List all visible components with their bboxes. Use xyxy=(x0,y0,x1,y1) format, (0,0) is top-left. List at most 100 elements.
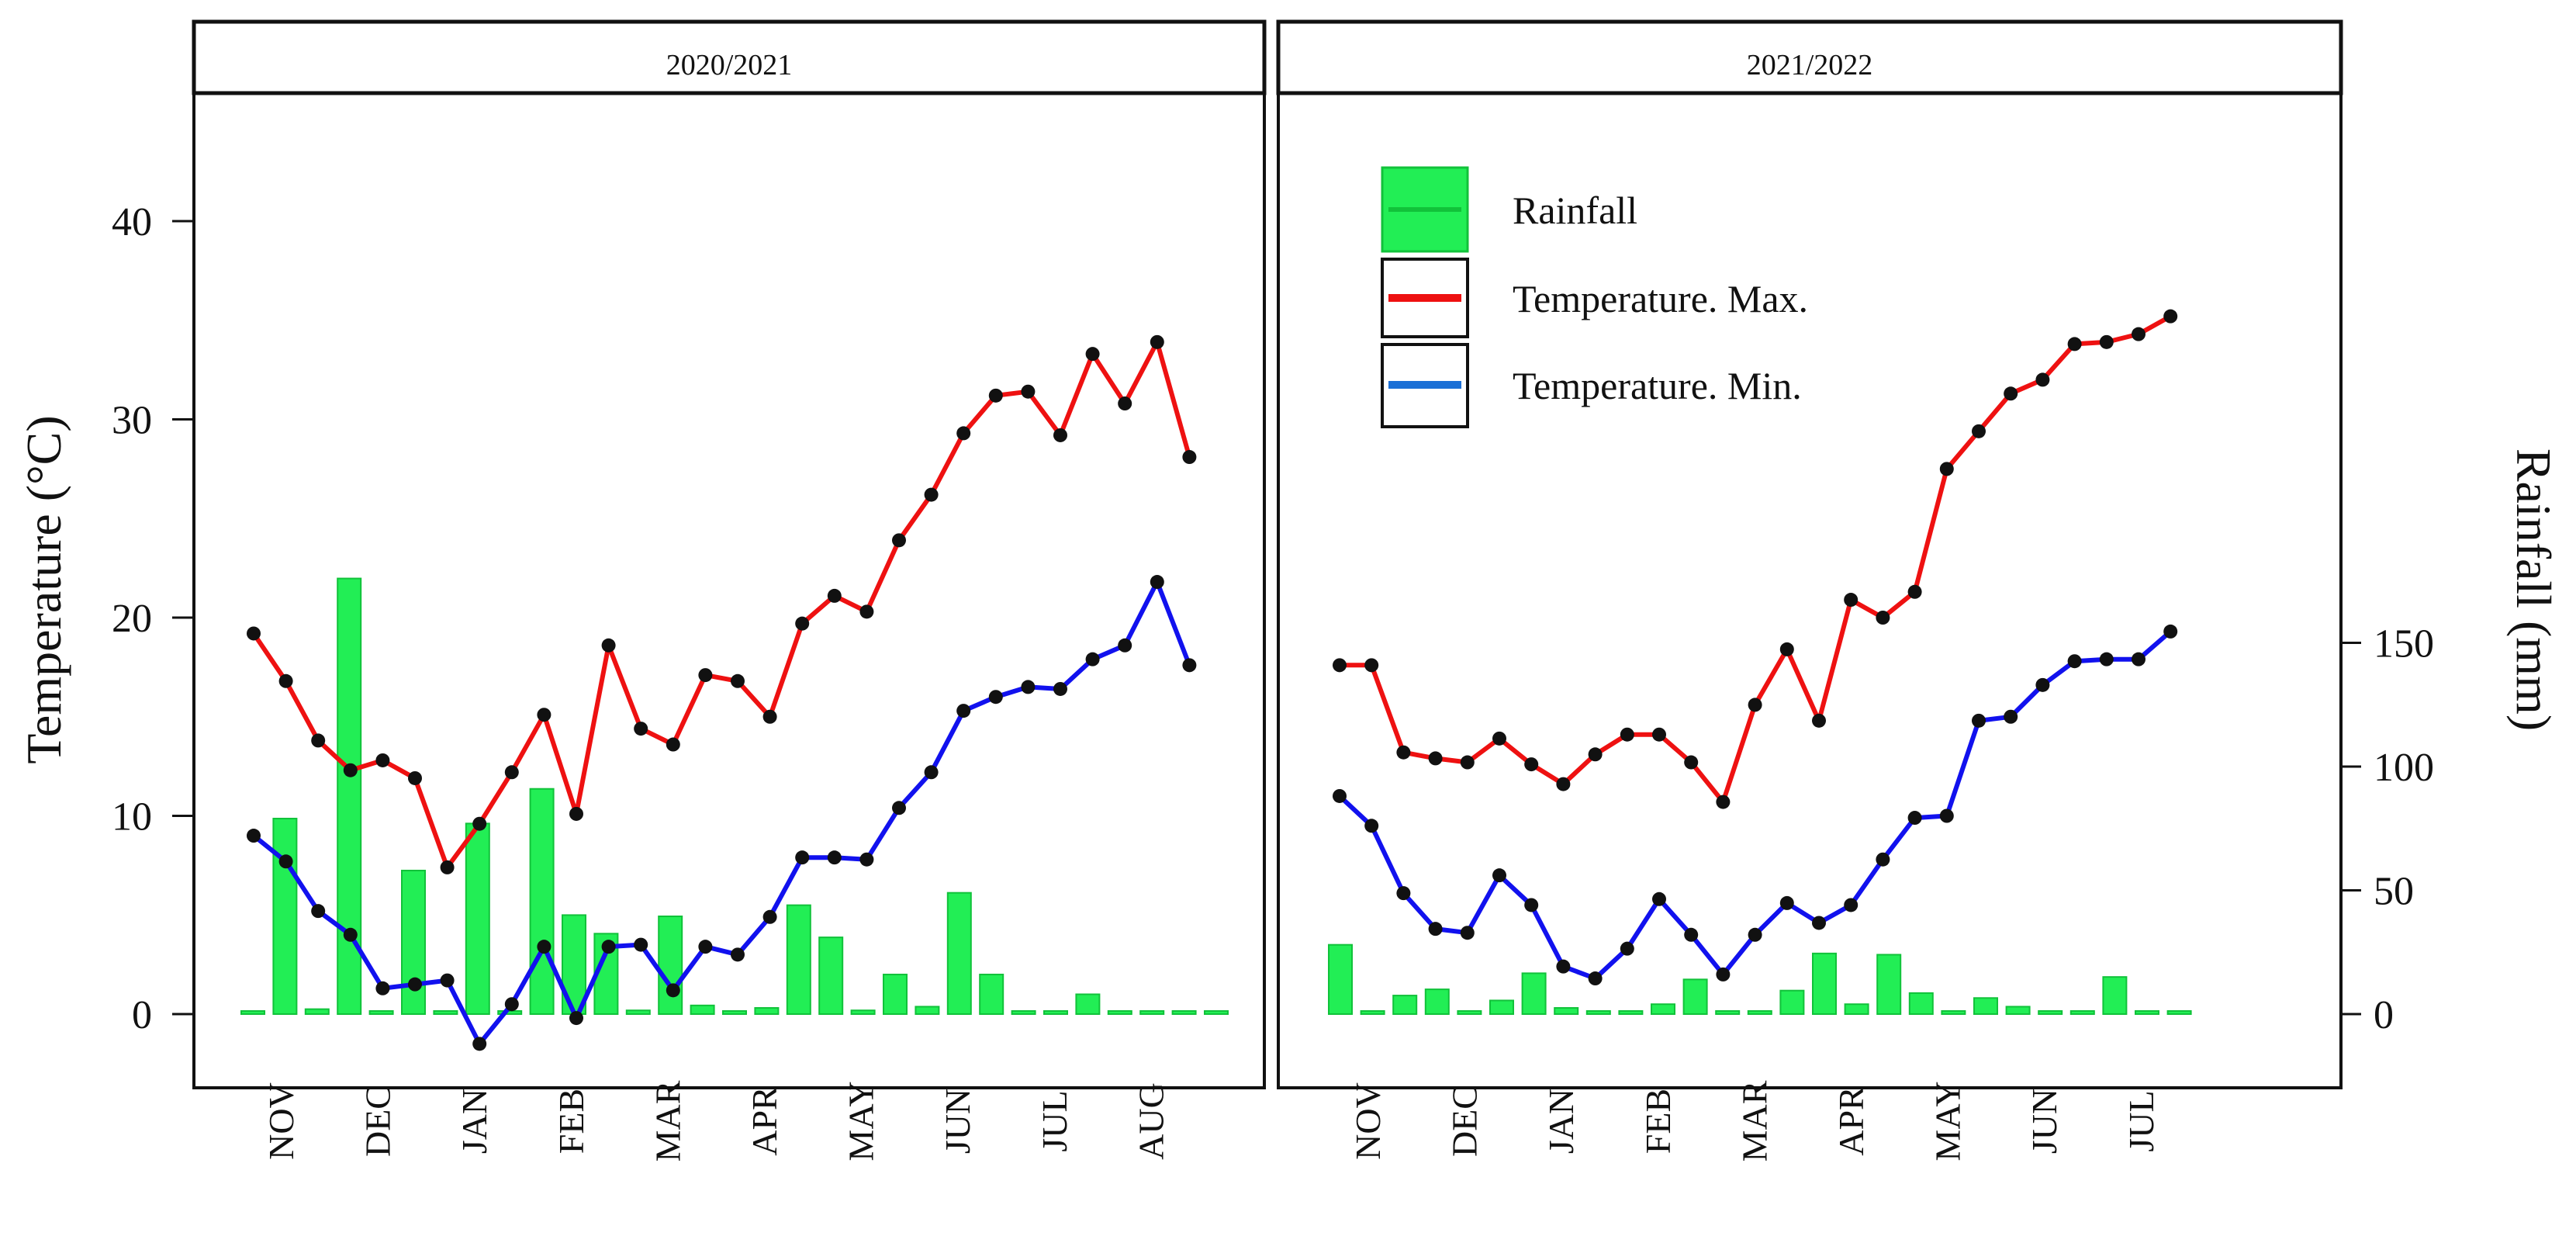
tmin-point xyxy=(1524,898,1539,912)
tmax-point xyxy=(472,816,487,831)
tmin-point xyxy=(1939,808,1954,823)
tmin-point xyxy=(698,940,713,954)
tmin-point xyxy=(666,983,680,998)
tmin-point xyxy=(247,829,261,843)
tmin-point xyxy=(504,997,519,1012)
tmin-point xyxy=(634,937,648,952)
tmax-point xyxy=(1333,658,1347,673)
tmax-point xyxy=(2035,372,2050,387)
panel-title-2021-2022: 2021/2022 xyxy=(1747,49,1873,81)
month-label: MAR xyxy=(1734,1080,1774,1162)
rainfall-bar xyxy=(1043,1010,1068,1015)
y-left-tick-label: 0 xyxy=(132,993,152,1037)
legend-label-tmin: Temperature. Min. xyxy=(1513,364,1802,407)
tmax-point xyxy=(892,533,906,548)
y-left-tick-label: 20 xyxy=(112,597,152,641)
tmax-point xyxy=(311,733,326,748)
tmin-point xyxy=(1907,811,1922,826)
tmax-point xyxy=(1684,755,1699,770)
tmax-point xyxy=(1876,611,1890,625)
tmin-point xyxy=(1812,916,1826,930)
tmin-point xyxy=(1150,575,1164,590)
chart-marks: 0 10 20 30 40 0 50 100 150 NOV DEC JAN FEB MAR APR MAY J… xyxy=(112,200,2434,1162)
tmax-point xyxy=(1182,450,1197,465)
rainfall-bar xyxy=(497,1010,523,1015)
rainfall-bar xyxy=(722,1010,747,1015)
tmax-point xyxy=(666,737,680,752)
month-label: APR xyxy=(745,1086,784,1156)
tmax-point xyxy=(1620,727,1634,742)
tmin-point xyxy=(343,927,358,942)
tmax-point xyxy=(827,588,842,603)
rainfall-bar xyxy=(915,1006,940,1016)
tmax-point xyxy=(1524,757,1539,772)
tmin-point xyxy=(1021,680,1036,694)
tmax-point xyxy=(2099,334,2114,349)
tmax-point xyxy=(343,763,358,777)
tmax-point xyxy=(1588,747,1603,762)
tmin-point xyxy=(1716,967,1731,982)
tmax-point xyxy=(2067,337,2082,351)
tmin-point xyxy=(472,1037,487,1051)
month-label: MAY xyxy=(842,1081,881,1161)
rainfall-bar xyxy=(1812,952,1837,1015)
tmax-point xyxy=(2004,386,2018,401)
rainfall-bar xyxy=(1204,1010,1229,1015)
tmax-point xyxy=(408,770,422,785)
tmax-point xyxy=(1716,795,1731,809)
y-right-tick-label: 100 xyxy=(2374,746,2434,790)
tmax-point xyxy=(1812,713,1826,728)
tmin-point xyxy=(1053,681,1067,696)
rainfall-bar xyxy=(1139,1010,1165,1015)
y-right-axis-label: Rainfall (mm) xyxy=(2506,448,2561,731)
panel-strip-2020-2021 xyxy=(192,19,1267,95)
rainfall-bar xyxy=(2135,1010,2159,1015)
rainfall-bar xyxy=(754,1007,780,1016)
tmin-point xyxy=(1779,895,1794,910)
tmin-point xyxy=(537,940,552,954)
tmin-point xyxy=(1684,927,1699,942)
tmin-point xyxy=(1652,892,1666,906)
rainfall-bar xyxy=(1941,1010,1966,1015)
y-right-tick-label: 150 xyxy=(2374,622,2434,666)
tmin-point xyxy=(2004,709,2018,724)
rainfall-bar xyxy=(786,904,811,1016)
tmax-point xyxy=(1939,462,1954,476)
y-left-axis-label: Temperature (°C) xyxy=(16,415,71,763)
tmin-point xyxy=(795,850,810,865)
tmax-point xyxy=(1844,593,1859,608)
rainfall-bar xyxy=(1424,988,1450,1015)
rainfall-bar xyxy=(2102,976,2128,1016)
tmin-point xyxy=(1428,922,1443,937)
tmin-point xyxy=(1588,971,1603,986)
rainfall-bar xyxy=(1360,1010,1385,1015)
tmax-point xyxy=(988,388,1003,403)
tmin-point xyxy=(1876,852,1890,867)
tmin-point xyxy=(278,854,293,869)
rainfall-bar xyxy=(304,1008,330,1015)
rainfall-bar xyxy=(1328,943,1353,1016)
tmax-point xyxy=(1492,731,1506,746)
rainfall-bar xyxy=(1908,992,1934,1016)
tmin-point xyxy=(2099,652,2114,666)
month-label: FEB xyxy=(552,1089,591,1154)
rainfall-bar xyxy=(1392,995,1418,1015)
rainfall-bar xyxy=(1844,1003,1869,1015)
rainfall-bar xyxy=(850,1009,876,1015)
tmax-point xyxy=(1907,584,1922,599)
tmin-point xyxy=(731,947,745,962)
rainfall-bar xyxy=(240,1010,265,1015)
month-label: JAN xyxy=(455,1089,494,1154)
rainfall-bar xyxy=(1521,972,1547,1015)
tmin-point xyxy=(827,850,842,865)
tmin-point xyxy=(859,852,874,867)
rainfall-bar xyxy=(658,915,683,1015)
tmin-point xyxy=(2132,652,2146,666)
tmax-point xyxy=(731,673,745,688)
rainfall-bar xyxy=(1973,997,1998,1016)
tmax-point xyxy=(440,860,455,874)
rainfall-bar xyxy=(2069,1010,2095,1015)
rainfall-bar xyxy=(1011,1010,1036,1015)
tmax-point xyxy=(504,765,519,780)
